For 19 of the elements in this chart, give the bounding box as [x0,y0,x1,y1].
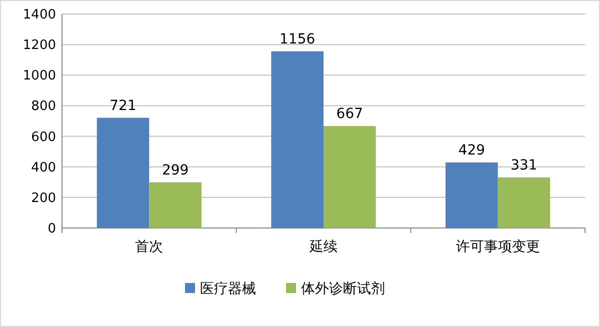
x-tick-label: 首次 [135,239,164,255]
x-tick-label: 延续 [308,239,338,255]
y-tick-label: 200 [31,190,56,206]
y-tick-label: 1000 [22,68,56,84]
data-label: 721 [110,98,136,114]
y-tick-label: 1400 [22,8,56,22]
legend-label: 医疗器械 [200,281,256,297]
data-label: 429 [458,142,486,158]
data-label: 331 [510,157,538,174]
y-tick-label: 0 [48,222,56,236]
data-label: 667 [336,106,364,122]
y-tick-label: 400 [31,160,56,176]
y-tick-label: 600 [31,130,56,145]
data-label: 1156 [280,31,316,48]
y-tick-label: 1200 [22,38,56,54]
x-tick-label: 许可事项变更 [456,239,540,255]
y-tick-label: 800 [31,99,56,114]
legend-label: 体外诊断试剂 [301,281,385,297]
data-label: 299 [162,162,189,178]
